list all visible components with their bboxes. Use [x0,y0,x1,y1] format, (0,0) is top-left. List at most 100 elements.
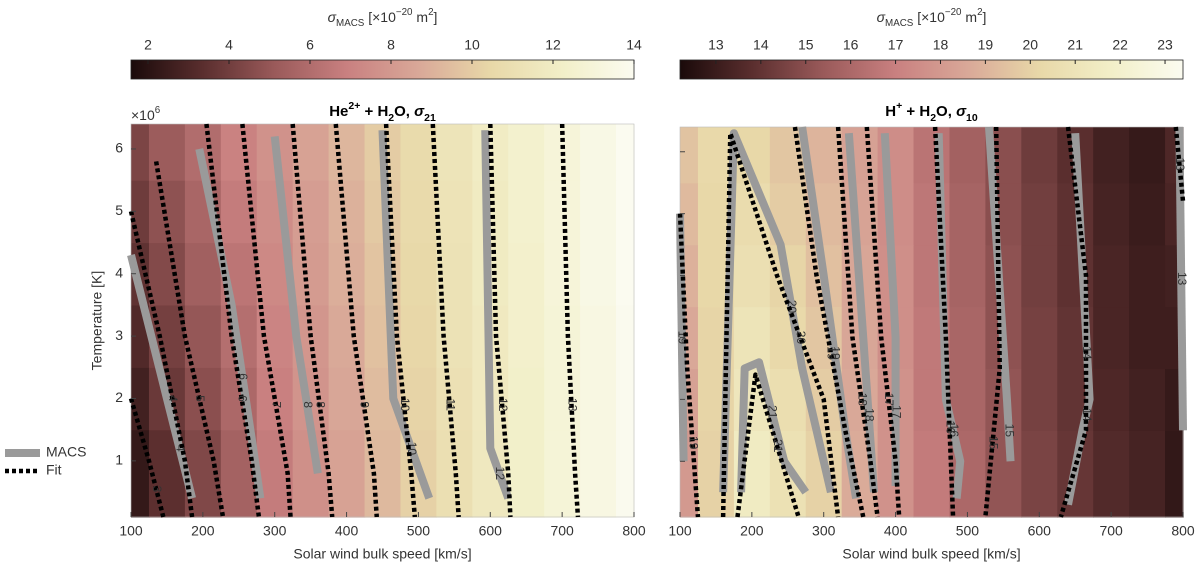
contour-label: 4 [173,445,187,452]
colorbar [679,59,1184,80]
field-cell [400,304,437,368]
contour-label: 19 [825,346,839,360]
field-cell [580,242,617,306]
contour-label: 20 [794,331,808,345]
field-cell [1021,430,1058,518]
y-tick-label: 5 [115,202,123,218]
contour-label: 8 [313,401,327,408]
colorbar-tick-label: 4 [225,37,233,53]
x-tick-label: 200 [191,523,215,539]
field-cell [616,367,635,431]
field-cell [400,180,437,244]
colorbar-label-part: m [413,9,429,25]
chart-title-part: 2 [388,112,394,124]
macs-contour [719,129,835,494]
x-tick-label: 500 [407,523,431,539]
macs-contour [737,358,810,495]
chart-title-part: 10 [966,112,978,124]
field-cell [184,242,222,306]
field-cell [1093,182,1130,246]
colorbar-tick-label: 21 [1067,37,1083,53]
colorbar-tick-label: 8 [387,37,395,53]
field-cell [877,182,915,246]
field-cell [508,242,545,306]
field-cell [544,304,581,368]
field-cell [131,124,150,181]
chart-title-part: 2 [930,112,936,124]
x-tick-label: 600 [1028,523,1052,539]
x-tick-label: 300 [263,523,287,539]
field-cell [616,180,635,244]
field-cell [1021,368,1058,431]
x-tick-label: 400 [884,523,908,539]
colorbar-tick-label: 20 [1023,37,1039,53]
field-cell [436,124,473,181]
x-tick-label: 700 [550,523,574,539]
field-cell [400,242,437,306]
field-cell [220,180,258,244]
y-tick-label: 2 [115,389,123,405]
contour-label: 14 [1080,346,1094,360]
colorbar [130,59,635,80]
field-cell [1021,182,1058,246]
chart-title-part: + H [360,103,388,120]
chart-title-part: σ [956,103,967,120]
chart-title-part: + [896,100,902,112]
field-cell [616,304,635,368]
fit-contour [333,123,379,518]
fit-contour [128,397,166,518]
fit-contour [383,123,418,518]
field-cell [1129,306,1166,370]
chart-title: He2+ + H2O, σ21 [329,100,436,124]
contour-label: 18 [862,408,876,422]
x-tick-label: 300 [812,523,836,539]
macs-contour [880,132,900,487]
contour-label: 7 [270,401,284,408]
macs-contour [378,130,433,500]
contour-label: 11 [444,398,458,411]
field-cell [364,429,402,518]
colorbar-tick-label: 22 [1112,37,1128,53]
x-tick-label: 800 [622,523,646,539]
chart-title-part: 21 [424,112,436,124]
colorbar-tick-label: 16 [843,37,859,53]
colorbar-label-part: [×10 [913,9,945,25]
contour-label: 8 [301,401,315,408]
x-tick-label: 400 [335,523,359,539]
x-tick-label: 200 [740,523,764,539]
fit-contour [720,130,841,518]
field-cell [131,429,150,518]
field-cell [220,124,258,181]
y-exponent-part: ×10 [131,107,155,123]
field-cell [733,244,771,308]
chart-title-part: He [329,103,348,120]
x-axis-label: Solar wind bulk speed [km/s] [293,546,471,562]
contour-label: 21 [771,439,785,453]
contour-label: 6 [236,373,250,380]
chart-title-part: 2+ [348,100,360,112]
y-tick-label: 3 [115,327,123,343]
field-cell [1093,244,1130,308]
x-tick-label: 100 [668,523,692,539]
colorbar-label-part: −20 [396,7,413,18]
y-exponent-part: 6 [155,105,161,116]
macs-contour [984,126,1015,462]
field-cell [949,244,986,308]
field-cell [328,180,366,244]
contour-label: 13 [1175,272,1189,286]
colorbar-tick-label: 10 [464,37,480,53]
field-cell [580,304,617,368]
colorbar-label-part: 2 [977,7,982,18]
plot-frame [130,123,635,518]
fit-contour [932,126,956,518]
contour-label: 12 [493,467,507,481]
y-tick-label: 1 [115,452,123,468]
contour-label: 5 [193,395,207,402]
legend-label: MACS [46,444,86,460]
field-cell [508,429,545,518]
fit-contour [153,161,226,518]
fit-contour [430,123,461,518]
contour-label: 4 [166,395,180,402]
contour-label: 9 [358,401,372,408]
contour-label: 16 [947,424,961,438]
